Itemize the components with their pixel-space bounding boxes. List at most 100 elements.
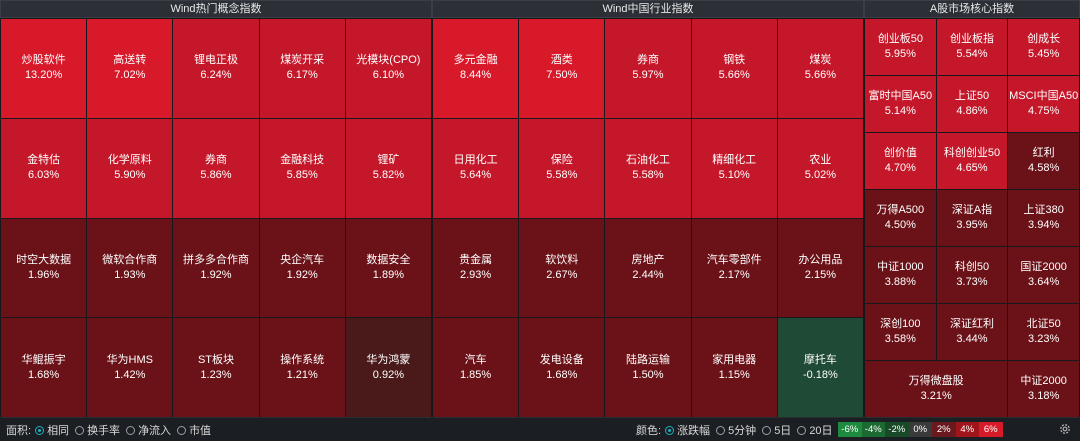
heatmap-cell[interactable]: 北证50 3.23% bbox=[1008, 304, 1079, 360]
heatmap-cell[interactable]: 数据安全 1.89% bbox=[345, 218, 431, 318]
heatmap-cell[interactable]: 摩托车 -0.18% bbox=[777, 318, 863, 417]
cell-change: 6.03% bbox=[27, 169, 60, 182]
heatmap-cell[interactable]: 发电设备 1.68% bbox=[519, 318, 605, 417]
heatmap-cell[interactable]: 拼多多合作商 1.92% bbox=[173, 218, 259, 318]
heatmap-cell[interactable]: 光模块(CPO) 6.10% bbox=[345, 19, 431, 118]
heatmap-cell[interactable]: 券商 5.97% bbox=[605, 19, 691, 118]
radio-icon[interactable] bbox=[762, 425, 772, 435]
heatmap-cell[interactable]: 炒股软件 13.20% bbox=[1, 19, 87, 118]
heatmap-cell[interactable]: 金特估 6.03% bbox=[1, 118, 87, 218]
cell-change: 5.95% bbox=[884, 48, 916, 60]
heatmap-cell[interactable]: 科创50 3.73% bbox=[936, 247, 1008, 303]
area-option[interactable]: 相同 bbox=[35, 422, 69, 438]
heatmap-cell[interactable]: 券商 5.86% bbox=[173, 118, 259, 218]
heatmap-cell[interactable]: 软饮料 2.67% bbox=[519, 218, 605, 318]
cell-change: 1.42% bbox=[114, 368, 146, 381]
heatmap-cell[interactable]: 深证红利 3.44% bbox=[936, 304, 1008, 360]
heatmap-cell[interactable]: 上证50 4.86% bbox=[936, 76, 1008, 132]
color-option[interactable]: 20日 bbox=[797, 422, 833, 438]
radio-icon[interactable] bbox=[177, 425, 187, 435]
heatmap-cell[interactable]: 石油化工 5.58% bbox=[605, 118, 691, 218]
heatmap-cell[interactable]: 上证380 3.94% bbox=[1008, 190, 1079, 246]
color-option[interactable]: 涨跌幅 bbox=[665, 422, 710, 438]
cell-name: 创价值 bbox=[883, 147, 917, 159]
heatmap-cell[interactable]: 国证2000 3.64% bbox=[1008, 247, 1079, 303]
color-option[interactable]: 5日 bbox=[762, 422, 791, 438]
radio-icon[interactable] bbox=[716, 425, 726, 435]
heatmap-cell[interactable]: 深创100 3.58% bbox=[865, 304, 936, 360]
heatmap-cell[interactable]: 金融科技 5.85% bbox=[259, 118, 345, 218]
heatmap-cell[interactable]: MSCI中国A50 4.75% bbox=[1008, 76, 1079, 132]
heatmap-cell[interactable]: 深证A指 3.95% bbox=[936, 190, 1008, 246]
heatmap-cell[interactable]: 汽车零部件 2.17% bbox=[691, 218, 777, 318]
cell-name: 科创50 bbox=[954, 261, 990, 273]
cell-name: 科创创业50 bbox=[943, 147, 1001, 159]
legend-swatch: -2% bbox=[885, 422, 909, 437]
radio-icon[interactable] bbox=[665, 425, 675, 435]
cell-name: 金特估 bbox=[27, 154, 61, 167]
area-option[interactable]: 换手率 bbox=[75, 422, 120, 438]
heatmap-cell[interactable]: 锂矿 5.82% bbox=[345, 118, 431, 218]
heatmap-cell[interactable]: 创业板50 5.95% bbox=[865, 19, 936, 75]
cell-name: 富时中国A50 bbox=[868, 90, 933, 102]
cell-change: 4.70% bbox=[884, 162, 916, 174]
heatmap-cell[interactable]: 微软合作商 1.93% bbox=[87, 218, 173, 318]
gear-icon[interactable] bbox=[1058, 422, 1072, 436]
cell-name: 深证红利 bbox=[949, 318, 994, 330]
heatmap-cell[interactable]: 华为鸿蒙 0.92% bbox=[345, 318, 431, 417]
cell-name: 农业 bbox=[809, 154, 832, 167]
heatmap-cell[interactable]: 中证2000 3.18% bbox=[1008, 361, 1079, 417]
heatmap-cell[interactable]: 创业板指 5.54% bbox=[936, 19, 1008, 75]
heatmap-cell[interactable]: 高送转 7.02% bbox=[87, 19, 173, 118]
heatmap-cell[interactable]: 酒类 7.50% bbox=[519, 19, 605, 118]
heatmap-cell[interactable]: 万得A500 4.50% bbox=[865, 190, 936, 246]
cell-change: 5.66% bbox=[718, 69, 750, 82]
heatmap-cell[interactable]: 汽车 1.85% bbox=[433, 318, 519, 417]
radio-icon[interactable] bbox=[126, 425, 136, 435]
color-legend: -6% -4% -2% 0% 2% 4% 6% bbox=[838, 422, 1003, 437]
heatmap-cell[interactable]: 办公用品 2.15% bbox=[777, 218, 863, 318]
heatmap-cell[interactable]: 房地产 2.44% bbox=[605, 218, 691, 318]
cell-name: 钢铁 bbox=[723, 54, 746, 67]
cell-change: 2.67% bbox=[546, 268, 578, 281]
heatmap-cell[interactable]: 贵金属 2.93% bbox=[433, 218, 519, 318]
heatmap-cell[interactable]: ST板块 1.23% bbox=[173, 318, 259, 417]
radio-icon[interactable] bbox=[75, 425, 85, 435]
heatmap-cell[interactable]: 煤炭开采 6.17% bbox=[259, 19, 345, 118]
heatmap-cell[interactable]: 钢铁 5.66% bbox=[691, 19, 777, 118]
heatmap-cell[interactable]: 化学原料 5.90% bbox=[87, 118, 173, 218]
heatmap-cell[interactable]: 中证1000 3.88% bbox=[865, 247, 936, 303]
heatmap-cell[interactable]: 创成长 5.45% bbox=[1008, 19, 1079, 75]
radio-icon[interactable] bbox=[797, 425, 807, 435]
heatmap-cell[interactable]: 煤炭 5.66% bbox=[777, 19, 863, 118]
heatmap-cell[interactable]: 科创创业50 4.65% bbox=[936, 133, 1008, 189]
heatmap-cell[interactable]: 创价值 4.70% bbox=[865, 133, 936, 189]
area-option-label: 相同 bbox=[47, 425, 70, 437]
heatmap-cell[interactable]: 时空大数据 1.96% bbox=[1, 218, 87, 318]
radio-icon[interactable] bbox=[35, 425, 45, 435]
cell-change: 3.21% bbox=[920, 390, 952, 402]
heatmap-cell[interactable]: 日用化工 5.64% bbox=[433, 118, 519, 218]
heatmap-cell[interactable]: 操作系统 1.21% bbox=[259, 318, 345, 417]
heatmap-cell[interactable]: 华为HMS 1.42% bbox=[87, 318, 173, 417]
cell-name: 央企汽车 bbox=[280, 253, 325, 266]
heatmap-cell[interactable]: 家用电器 1.15% bbox=[691, 318, 777, 417]
heatmap-cell[interactable]: 央企汽车 1.92% bbox=[259, 218, 345, 318]
heatmap-cell[interactable]: 华鲲振宇 1.68% bbox=[1, 318, 87, 417]
heatmap-cell[interactable]: 精细化工 5.10% bbox=[691, 118, 777, 218]
heatmap-grid: 多元金融 8.44% 酒类 7.50% 券商 5.97% 钢铁 5.66% 煤炭 5.66% 日用化… bbox=[433, 19, 863, 417]
core-index-panel: A股市场核心指数 创业板50 5.95% 创业板指 5.54% 创成长 5.45% 富时中国… bbox=[864, 0, 1080, 417]
heatmap-cell[interactable]: 保险 5.58% bbox=[519, 118, 605, 218]
cell-change: 5.86% bbox=[200, 169, 232, 182]
heatmap-cell[interactable]: 锂电正极 6.24% bbox=[173, 19, 259, 118]
panel-title: A股市场核心指数 bbox=[864, 0, 1080, 18]
heatmap-cell[interactable]: 富时中国A50 5.14% bbox=[865, 76, 936, 132]
color-option[interactable]: 5分钟 bbox=[716, 422, 756, 438]
heatmap-cell[interactable]: 万得微盘股 3.21% bbox=[865, 361, 1008, 417]
heatmap-cell[interactable]: 农业 5.02% bbox=[777, 118, 863, 218]
heatmap-cell[interactable]: 多元金融 8.44% bbox=[433, 19, 519, 118]
heatmap-cell[interactable]: 红利 4.58% bbox=[1008, 133, 1079, 189]
area-option[interactable]: 净流入 bbox=[126, 422, 171, 438]
area-option[interactable]: 市值 bbox=[177, 422, 211, 438]
heatmap-cell[interactable]: 陆路运输 1.50% bbox=[605, 318, 691, 417]
